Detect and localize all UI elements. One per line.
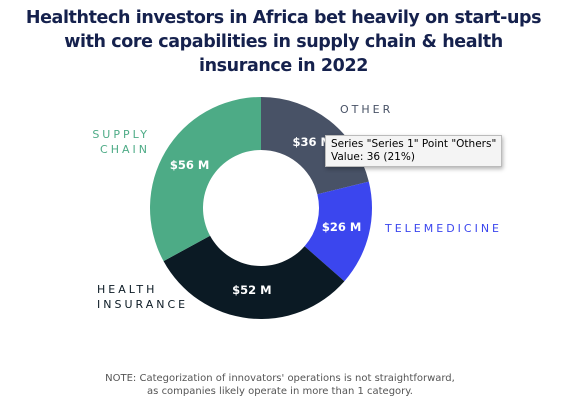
data-label: $56 M [170, 158, 209, 172]
note-line: as companies likely operate in more than… [147, 386, 413, 397]
slice [149, 97, 261, 262]
tooltip: Series "Series 1" Point "Others" Value: … [325, 135, 503, 167]
tooltip-line: Value: 36 (21%) [331, 151, 415, 163]
category-label: HEALTH INSURANCE [97, 283, 189, 311]
slice [163, 235, 345, 319]
data-label: $26 M [322, 220, 361, 234]
slice [304, 181, 372, 282]
category-label: SUPPLY CHAIN [92, 128, 150, 156]
category-label: OTHER [340, 103, 394, 116]
data-label: $52 M [232, 283, 271, 297]
chart-title: Healthtech investors in Africa bet heavi… [25, 8, 542, 76]
category-label: TELEMEDICINE [385, 222, 503, 235]
note: NOTE: Categorization of innovators' oper… [60, 372, 500, 398]
tooltip-line: Series "Series 1" Point "Others" [331, 138, 497, 150]
note-line: NOTE: Categorization of innovators' oper… [105, 373, 455, 384]
data-label: $36 M [293, 135, 332, 149]
slice [261, 97, 369, 195]
